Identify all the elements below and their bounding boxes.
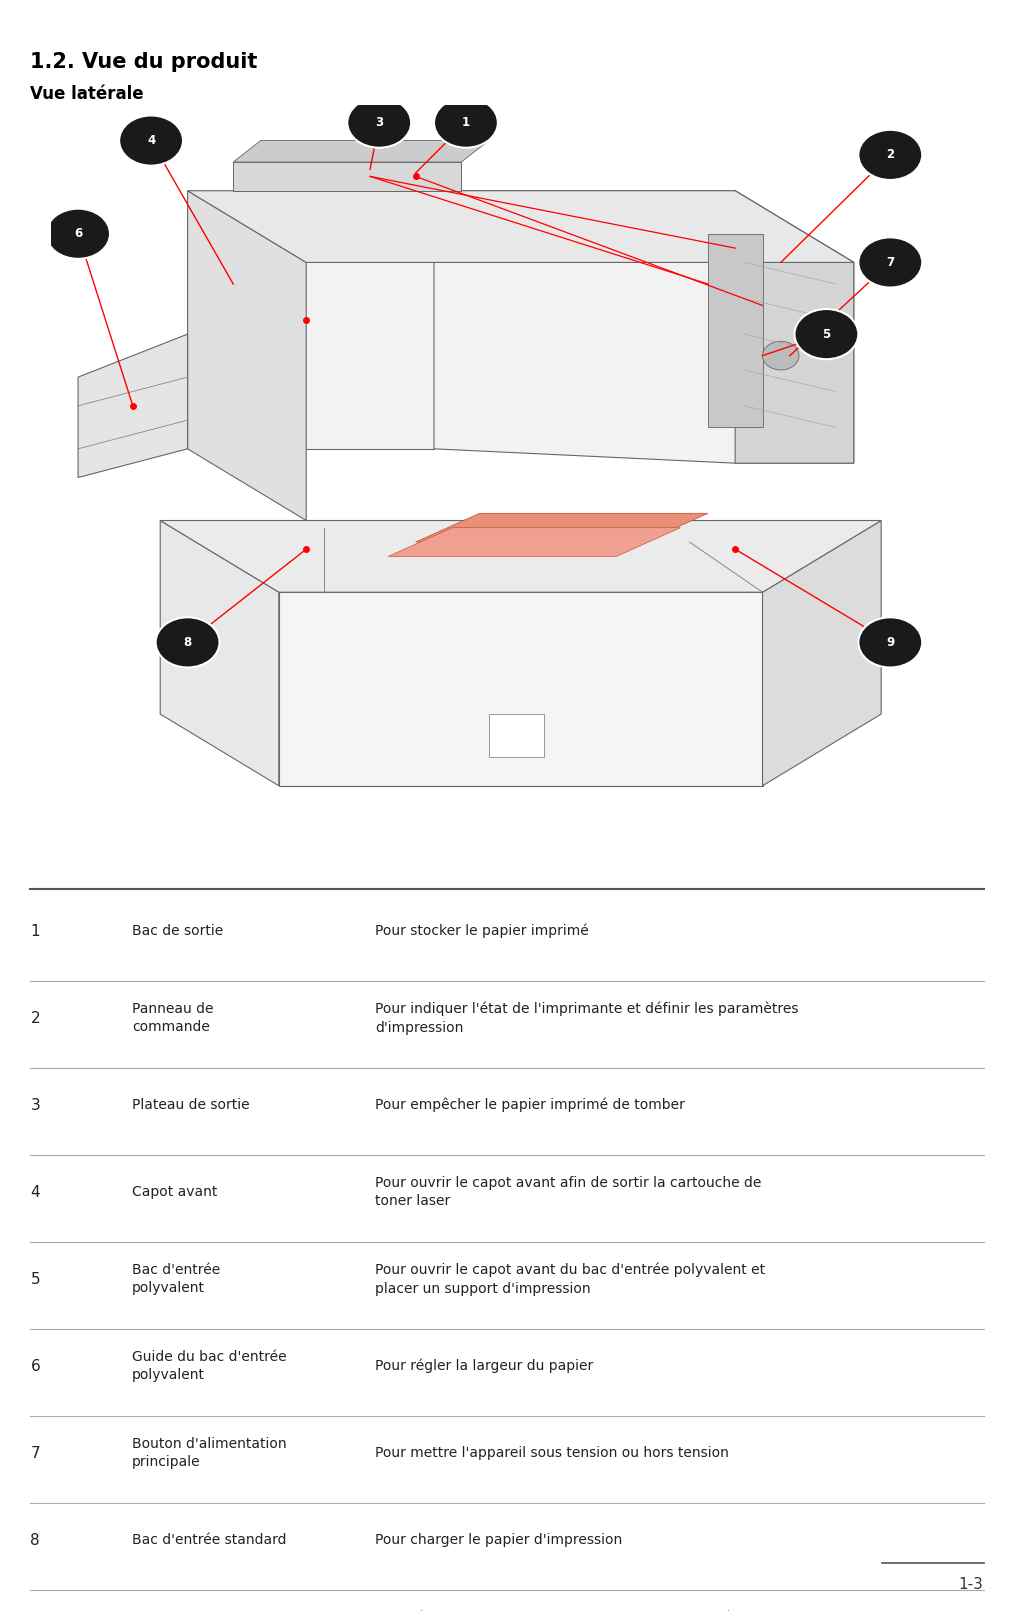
Circle shape — [763, 342, 799, 371]
Text: Pour ouvrir le capot avant afin de sortir la cartouche de
toner laser: Pour ouvrir le capot avant afin de sorti… — [375, 1176, 762, 1208]
Text: 7: 7 — [30, 1445, 40, 1461]
Text: Pour empêcher le papier imprimé de tomber: Pour empêcher le papier imprimé de tombe… — [375, 1097, 685, 1113]
Circle shape — [120, 116, 184, 166]
Polygon shape — [233, 140, 489, 163]
Text: 7: 7 — [886, 256, 894, 269]
Text: Pour stocker le papier imprimé: Pour stocker le papier imprimé — [375, 923, 589, 939]
Polygon shape — [188, 190, 306, 520]
Polygon shape — [78, 333, 188, 477]
Polygon shape — [188, 190, 854, 263]
Text: 6: 6 — [74, 227, 82, 240]
Text: Pour ouvrir le capot avant du bac d'entrée polyvalent et
placer un support d'imp: Pour ouvrir le capot avant du bac d'entr… — [375, 1263, 766, 1295]
Text: Pour régler la largeur du papier: Pour régler la largeur du papier — [375, 1358, 593, 1374]
Bar — [489, 714, 544, 757]
Text: Bac de sortie: Bac de sortie — [132, 925, 223, 938]
Text: Bac d'entrée
polyvalent: Bac d'entrée polyvalent — [132, 1263, 220, 1295]
Polygon shape — [708, 234, 763, 427]
Circle shape — [156, 617, 220, 667]
Polygon shape — [160, 520, 881, 593]
Text: 2: 2 — [30, 1010, 40, 1026]
Text: 1.2. Vue du produit: 1.2. Vue du produit — [30, 52, 258, 71]
Text: 5: 5 — [822, 327, 830, 340]
Circle shape — [858, 237, 923, 287]
Text: 8: 8 — [30, 1532, 40, 1548]
Text: 8: 8 — [184, 636, 192, 649]
Text: Pour charger le papier d'impression: Pour charger le papier d'impression — [375, 1534, 623, 1547]
Circle shape — [47, 209, 111, 259]
Polygon shape — [279, 593, 763, 786]
Circle shape — [858, 130, 923, 180]
Text: Vue latérale: Vue latérale — [30, 85, 144, 103]
Text: Pour indiquer l'état de l'imprimante et définir les paramètres
d'impression: Pour indiquer l'état de l'imprimante et … — [375, 1002, 799, 1034]
Circle shape — [434, 98, 498, 148]
Text: 5: 5 — [30, 1271, 40, 1287]
Text: 4: 4 — [147, 134, 155, 147]
Text: Panneau de
commande: Panneau de commande — [132, 1002, 213, 1034]
Text: 1: 1 — [461, 116, 470, 129]
Text: 2: 2 — [886, 148, 894, 161]
Text: 6: 6 — [30, 1358, 41, 1374]
Text: Guide du bac d'entrée
polyvalent: Guide du bac d'entrée polyvalent — [132, 1350, 286, 1382]
Polygon shape — [188, 190, 434, 449]
Polygon shape — [416, 514, 708, 541]
Polygon shape — [233, 163, 461, 190]
Text: 1-3: 1-3 — [958, 1577, 984, 1592]
Text: Pour mettre l'appareil sous tension ou hors tension: Pour mettre l'appareil sous tension ou h… — [375, 1447, 729, 1460]
Polygon shape — [735, 190, 854, 464]
Polygon shape — [434, 190, 854, 464]
Text: 9: 9 — [886, 636, 894, 649]
Text: 1: 1 — [30, 923, 40, 939]
Text: Bac d'entrée standard: Bac d'entrée standard — [132, 1534, 286, 1547]
Text: Plateau de sortie: Plateau de sortie — [132, 1099, 249, 1112]
Text: Capot avant: Capot avant — [132, 1186, 217, 1199]
Polygon shape — [388, 528, 680, 556]
Circle shape — [795, 309, 859, 359]
Text: Bouton d'alimentation
principale: Bouton d'alimentation principale — [132, 1437, 286, 1469]
Polygon shape — [763, 520, 881, 786]
Polygon shape — [160, 520, 279, 786]
Circle shape — [858, 617, 923, 667]
Text: 3: 3 — [30, 1097, 41, 1113]
Text: 3: 3 — [375, 116, 383, 129]
Circle shape — [347, 98, 412, 148]
Text: 4: 4 — [30, 1184, 40, 1200]
